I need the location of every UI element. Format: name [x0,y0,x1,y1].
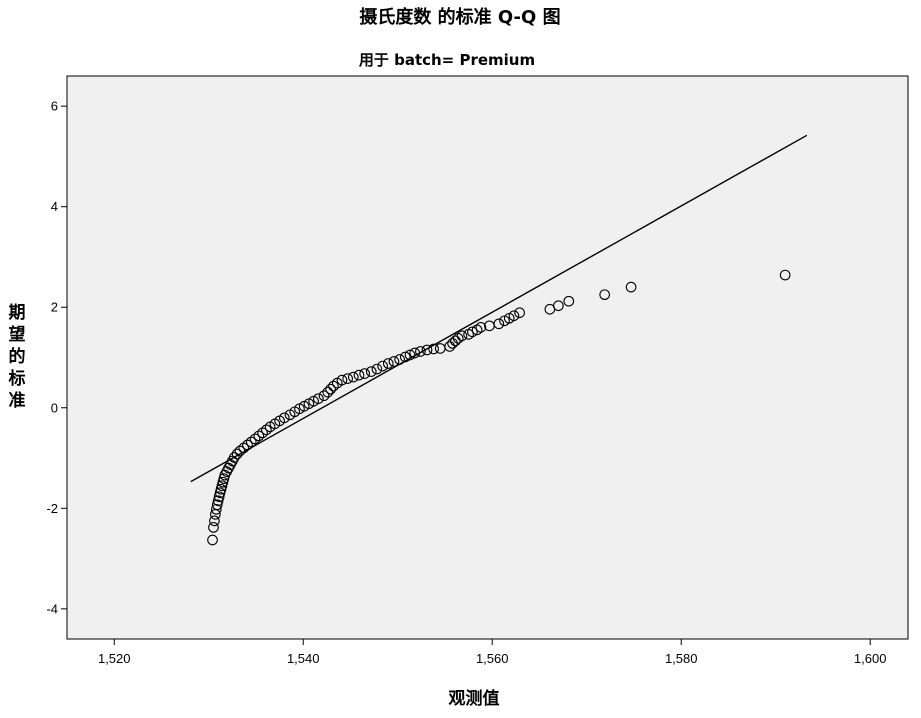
data-point [212,495,224,507]
data-point [599,289,611,301]
data-point [493,318,505,330]
data-point [508,310,520,322]
plot-area [66,75,909,640]
data-point [249,433,261,445]
data-point [428,343,439,355]
data-point [404,349,416,361]
y-axis-label: 期望的标准 [9,303,26,411]
data-point [234,445,246,457]
data-point [211,499,223,511]
data-point [253,430,265,442]
data-point [245,436,257,448]
data-point [261,424,272,436]
data-points [207,269,791,546]
data-point [456,330,468,342]
x-tick-label: 1,560 [476,651,509,666]
data-point [553,300,564,312]
data-point [779,269,791,281]
data-point [365,366,377,377]
data-point [353,369,365,381]
y-tick-label: 2 [51,300,58,315]
data-point [421,344,433,356]
y-tick-label: 0 [51,400,58,415]
data-point [213,491,225,503]
data-point [278,412,290,424]
x-tick-label: 1,600 [854,651,887,666]
x-axis-ticks: 1,520 1,540 1,560 1,580 1,600 [98,639,887,666]
data-point [409,347,421,359]
chart-title: 摄氏度数 的标准 Q-Q 图 [359,6,560,28]
data-point [342,373,353,384]
chart-subtitle: 用于 batch= Premium [359,51,535,69]
data-point [207,534,218,546]
data-point [228,452,240,463]
data-point [467,326,478,338]
data-point [313,393,324,405]
y-tick-label: -2 [46,501,58,516]
data-point [322,386,334,398]
data-point [347,371,359,383]
data-point [382,358,394,369]
data-point [336,374,348,386]
data-point [563,295,575,307]
x-axis-label: 观测值 [448,688,500,709]
data-point [415,346,426,357]
data-point [325,383,336,395]
y-axis-ticks: -4 -2 0 2 4 6 [46,99,67,616]
data-point [388,356,400,367]
x-tick-label: 1,520 [98,651,131,666]
data-point [625,281,637,293]
data-point [328,380,339,392]
reference-line [190,134,808,483]
x-tick-label: 1,540 [287,651,320,666]
data-point [377,360,388,372]
data-point [371,363,383,375]
data-point [209,515,220,527]
data-point [394,354,405,365]
data-point [514,307,525,319]
data-point [318,390,330,402]
data-point [475,321,487,333]
data-point [444,341,456,352]
data-point [210,503,222,515]
y-tick-label: -4 [46,601,58,616]
x-tick-label: 1,580 [665,651,698,666]
data-point [238,442,250,454]
data-point [242,439,253,451]
data-point [359,368,371,379]
y-tick-label: 6 [51,99,58,114]
data-point [208,522,219,533]
data-point [231,448,243,460]
data-point [257,427,268,439]
data-point [399,351,411,363]
y-tick-label: 4 [51,199,58,214]
